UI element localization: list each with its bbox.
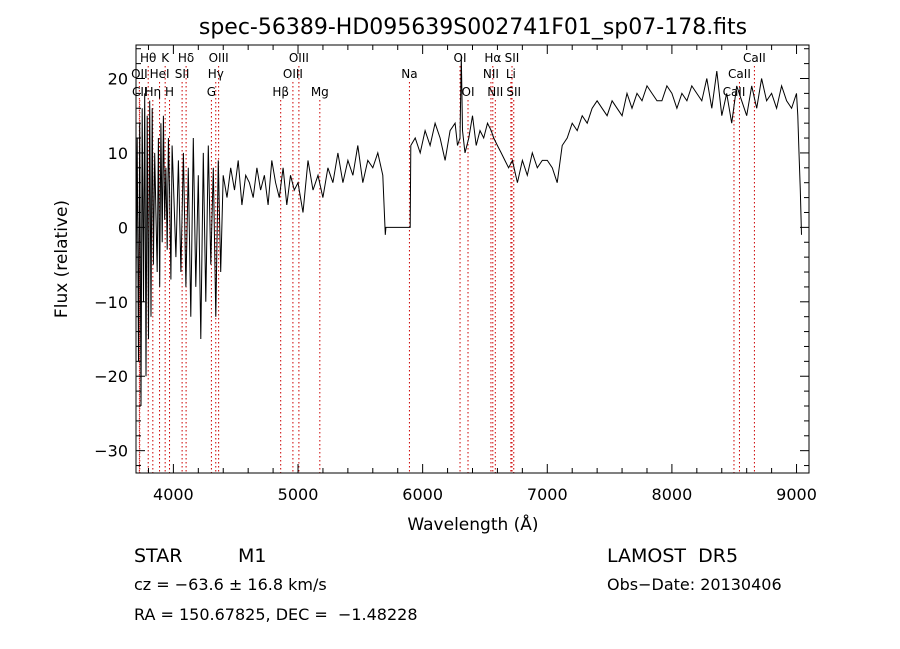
marker-label: CaII [728, 67, 751, 81]
marker-label: Hα [484, 51, 501, 65]
marker-label: OII [131, 67, 148, 81]
spectrum-series [135, 56, 802, 407]
marker-label: OIII [209, 51, 229, 65]
marker-label: SII [505, 51, 520, 65]
x-tick-label: 4000 [153, 485, 194, 504]
marker-label: Na [401, 67, 417, 81]
marker-label: K [161, 51, 170, 65]
spectrum-line [135, 56, 802, 407]
marker-label: G [207, 85, 216, 99]
y-axis-label: Flux (relative) [52, 200, 72, 318]
y-tick-label: 20 [108, 69, 128, 88]
marker-label: SII [506, 85, 521, 99]
marker-label: CII [132, 85, 147, 99]
marker-label: Li [506, 67, 516, 81]
class-label: STAR [134, 545, 182, 567]
coords-text: RA = 150.67825, DEC = −1.48228 [134, 605, 418, 624]
marker-label: Mg [311, 85, 329, 99]
x-tick-label: 9000 [776, 485, 817, 504]
marker-label: OI [462, 85, 475, 99]
marker-label: HeI [150, 67, 170, 81]
marker-label: SII [175, 67, 190, 81]
marker-label: NII [487, 85, 503, 99]
marker-label: OIII [283, 67, 303, 81]
obs-date: Obs−Date: 20130406 [607, 575, 782, 594]
x-tick-label: 6000 [402, 485, 443, 504]
x-tick-label: 7000 [527, 485, 568, 504]
y-tick-label: 0 [118, 218, 128, 237]
marker-label: H [165, 85, 174, 99]
y-tick-label: −20 [94, 367, 128, 386]
marker-label: CaII [743, 51, 766, 65]
subclass-label: M1 [238, 545, 266, 567]
cz-text: cz = −63.6 ± 16.8 km/s [134, 575, 327, 594]
marker-label: CaII [723, 85, 746, 99]
y-tick-label: −10 [94, 293, 128, 312]
x-tick-label: 8000 [652, 485, 693, 504]
line-markers [138, 66, 755, 473]
survey-label: LAMOST DR5 [607, 545, 738, 567]
plot-frame [135, 44, 810, 474]
x-axis-label: Wavelength (Å) [407, 513, 538, 535]
y-tick-label: 10 [108, 144, 128, 163]
marker-label: Hγ [208, 67, 224, 81]
x-axis: 4000 5000 6000 7000 8000 9000 [147, 45, 817, 504]
marker-label: Hβ [272, 85, 289, 99]
chart-title: spec-56389-HD095639S002741F01_sp07-178.f… [199, 15, 747, 40]
x-tick-label: 5000 [278, 485, 319, 504]
marker-label: Hδ [178, 51, 194, 65]
y-axis: −30 −20 −10 0 10 20 [94, 48, 809, 467]
marker-label: Hθ [140, 51, 156, 65]
marker-label: Hη [145, 85, 162, 99]
marker-label: OIII [289, 51, 309, 65]
marker-label: NII [483, 67, 499, 81]
marker-label: OI [454, 51, 467, 65]
y-tick-label: −30 [94, 442, 128, 461]
